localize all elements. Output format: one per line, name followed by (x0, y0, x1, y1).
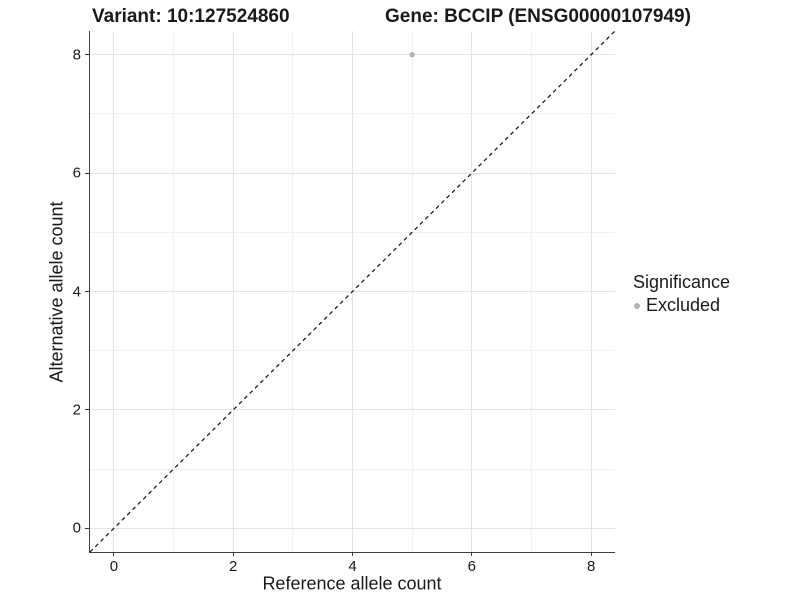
plot-layer (89, 30, 616, 553)
legend: Significance Excluded (633, 272, 730, 316)
x-tick-mark (232, 552, 234, 556)
y-tick-mark (84, 291, 89, 292)
legend-items: Excluded (633, 295, 730, 316)
y-tick-label: 4 (72, 283, 81, 300)
plot-title-variant: Variant: 10:127524860 (92, 6, 290, 27)
y-tick-mark (84, 172, 89, 174)
y-tick-label: 8 (72, 46, 81, 64)
x-tick-label: 0 (109, 558, 119, 575)
y-tick-mark (84, 54, 89, 56)
gridline-y-major (90, 172, 615, 174)
x-tick-mark (352, 552, 353, 556)
gridline-y-major (90, 527, 615, 529)
x-tick-mark (113, 552, 115, 556)
y-tick-mark (84, 409, 89, 411)
y-tick-label: 2 (72, 401, 81, 419)
x-axis-label: Reference allele count (262, 573, 442, 594)
legend-title: Significance (633, 272, 731, 292)
gridline-y-major (90, 54, 615, 56)
x-tick-label: 2 (229, 558, 238, 575)
legend-swatch-icon (634, 302, 640, 309)
x-tick-mark (590, 552, 592, 556)
legend-item-label: Excluded (646, 295, 721, 315)
y-tick-label: 6 (72, 164, 81, 182)
x-tick-label: 4 (348, 558, 357, 575)
plot-panel: 0 2 4 6 8 0 2 4 6 8 (73, 30, 616, 575)
x-tick-label: 6 (467, 558, 476, 575)
x-tick-label: 8 (586, 558, 596, 575)
y-axis-label: Alternative allele count (46, 201, 67, 383)
gridline-y-major (90, 409, 615, 411)
legend-item: Excluded (633, 295, 730, 316)
x-tick-mark (471, 552, 473, 556)
y-tick-mark (84, 527, 89, 529)
y-tick-label: 0 (72, 519, 81, 537)
identity-line (89, 30, 616, 553)
plot-title-gene: Gene: BCCIP (ENSG00000107949) (385, 6, 691, 27)
data-point (409, 51, 415, 58)
